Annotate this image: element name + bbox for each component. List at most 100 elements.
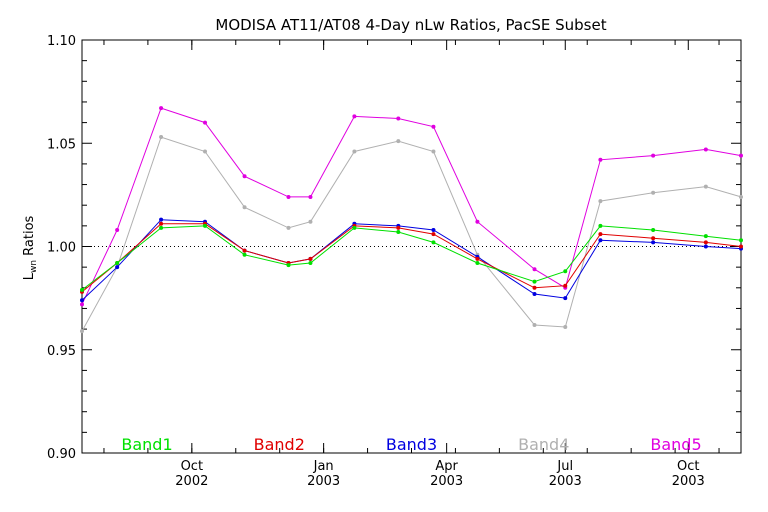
series-point-band5 <box>242 174 247 179</box>
series-point-band5 <box>159 106 164 111</box>
series-point-band4 <box>286 225 291 230</box>
y-tick-label: 1.10 <box>47 34 76 49</box>
legend: Band1 Band2 Band3 Band4 Band5 <box>121 435 701 454</box>
series-point-band2 <box>431 232 436 237</box>
series-point-band5 <box>396 116 401 121</box>
series-layer <box>80 106 743 334</box>
x-tick-year: 2003 <box>430 474 463 489</box>
series-point-band1 <box>242 252 247 257</box>
series-point-band2 <box>396 225 401 230</box>
series-point-band5 <box>352 114 357 119</box>
series-point-band5 <box>598 157 603 162</box>
series-point-band4 <box>159 135 164 140</box>
series-point-band4 <box>242 205 247 210</box>
series-point-band4 <box>651 190 656 195</box>
series-point-band2 <box>532 285 537 290</box>
plot-area <box>81 39 742 454</box>
series-point-band3 <box>532 291 537 296</box>
legend-entry-band3: Band3 <box>386 435 437 454</box>
x-tick-month: Oct <box>677 459 699 474</box>
y-tick-label: 0.90 <box>47 447 76 462</box>
series-line-band4 <box>81 136 742 332</box>
series-point-band1 <box>475 261 480 266</box>
x-tick-month: Oct <box>181 459 203 474</box>
series-point-band2 <box>242 248 247 253</box>
y-axis-label-subscript: wn <box>29 260 39 273</box>
series-point-band5 <box>203 120 208 125</box>
series-point-band2 <box>475 256 480 261</box>
x-tick-year: 2003 <box>549 474 582 489</box>
series-point-band5 <box>703 147 708 152</box>
series-point-band2 <box>308 256 313 261</box>
series-band5 <box>80 106 743 307</box>
series-point-band2 <box>703 240 708 245</box>
series-point-band1 <box>703 234 708 239</box>
legend-entry-band2: Band2 <box>254 435 305 454</box>
x-tick-year: 2003 <box>672 474 705 489</box>
y-axis-label: Lwn Ratios <box>22 215 39 280</box>
series-point-band1 <box>80 287 84 292</box>
series-point-band4 <box>563 325 568 330</box>
series-point-band4 <box>598 199 603 204</box>
series-point-band3 <box>563 296 568 301</box>
series-point-band5 <box>115 227 120 232</box>
legend-entry-band4: Band4 <box>518 435 569 454</box>
x-tick-year: 2002 <box>175 474 208 489</box>
y-tick-label: 0.95 <box>47 344 76 359</box>
series-point-band3 <box>598 238 603 243</box>
series-point-band1 <box>352 225 357 230</box>
series-band3 <box>80 217 743 303</box>
x-tick-year: 2003 <box>307 474 340 489</box>
series-point-band5 <box>739 153 743 158</box>
series-point-band4 <box>352 149 357 154</box>
series-point-band1 <box>115 261 120 266</box>
series-point-band1 <box>308 261 313 266</box>
series-point-band1 <box>651 227 656 232</box>
series-band2 <box>80 221 743 294</box>
series-point-band4 <box>739 194 743 199</box>
series-point-band5 <box>651 153 656 158</box>
series-point-band1 <box>598 223 603 228</box>
series-point-band1 <box>286 263 291 268</box>
series-line-band3 <box>81 219 742 301</box>
y-tick-label: 1.05 <box>47 137 76 152</box>
series-point-band1 <box>396 230 401 235</box>
series-point-band5 <box>308 194 313 199</box>
series-point-band3 <box>115 265 120 270</box>
series-point-band2 <box>651 236 656 241</box>
series-point-band5 <box>475 219 480 224</box>
series-point-band5 <box>80 302 84 307</box>
series-point-band4 <box>396 139 401 144</box>
series-line-band2 <box>81 223 742 293</box>
series-point-band5 <box>286 194 291 199</box>
series-point-band4 <box>532 322 537 327</box>
series-line-band5 <box>81 107 742 305</box>
series-band1 <box>80 223 743 292</box>
series-point-band1 <box>203 223 208 228</box>
y-tick-label: 1.00 <box>47 241 76 256</box>
legend-entry-band5: Band5 <box>650 435 701 454</box>
series-point-band2 <box>739 244 743 249</box>
series-point-band2 <box>159 221 164 226</box>
x-tick-month: Jul <box>556 459 573 474</box>
series-point-band1 <box>431 240 436 245</box>
series-point-band4 <box>80 329 84 334</box>
series-point-band4 <box>203 149 208 154</box>
series-point-band4 <box>308 219 313 224</box>
series-point-band3 <box>651 240 656 245</box>
x-tick-month: Apr <box>435 459 458 474</box>
series-line-band1 <box>81 225 742 291</box>
series-point-band4 <box>703 184 708 189</box>
series-point-band4 <box>431 149 436 154</box>
series-point-band1 <box>159 225 164 230</box>
series-point-band1 <box>532 279 537 284</box>
series-point-band2 <box>563 283 568 288</box>
series-point-band2 <box>598 232 603 237</box>
series-point-band1 <box>739 238 743 243</box>
series-point-band3 <box>80 298 84 303</box>
legend-entry-band1: Band1 <box>121 435 172 454</box>
series-point-band5 <box>431 124 436 129</box>
series-band4 <box>80 135 743 334</box>
